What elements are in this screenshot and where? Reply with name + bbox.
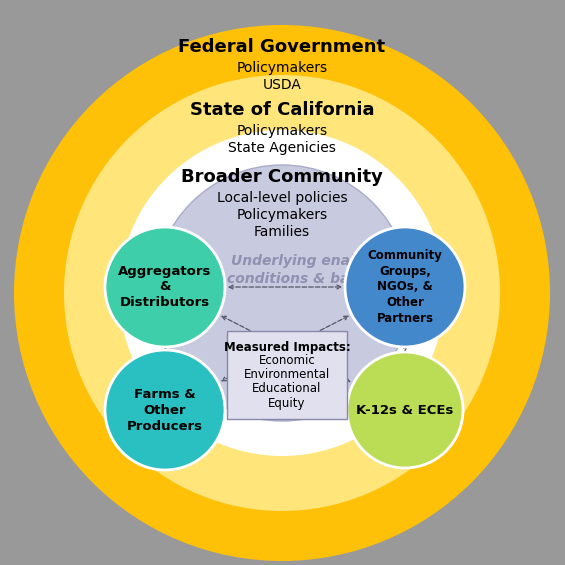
FancyArrowPatch shape [403,347,407,355]
FancyArrowPatch shape [222,316,350,381]
Text: Policymakers: Policymakers [236,61,328,75]
Text: Farms &
Other
Producers: Farms & Other Producers [127,388,203,432]
Text: Federal Government: Federal Government [179,38,385,56]
Text: USDA: USDA [263,78,302,92]
Circle shape [14,25,550,561]
FancyArrowPatch shape [229,408,343,412]
Text: Environmental: Environmental [244,368,330,381]
Circle shape [345,227,465,347]
Circle shape [347,352,463,468]
Circle shape [105,227,225,347]
FancyBboxPatch shape [227,331,347,419]
Text: Policymakers: Policymakers [236,124,328,138]
FancyArrowPatch shape [222,316,348,381]
Text: Underlying enabling
conditions & barriers: Underlying enabling conditions & barrier… [227,254,393,286]
Text: Policymakers: Policymakers [236,208,328,222]
Text: State Agenicies: State Agenicies [228,141,336,155]
FancyArrowPatch shape [163,345,167,355]
Text: Educational: Educational [253,383,321,396]
Text: Economic: Economic [259,354,315,367]
Circle shape [154,165,410,421]
Circle shape [105,350,225,470]
FancyArrowPatch shape [229,285,341,289]
Text: Families: Families [254,225,310,239]
Circle shape [64,75,500,511]
Text: Equity: Equity [268,397,306,410]
Text: Broader Community: Broader Community [181,168,383,186]
Text: K-12s & ECEs: K-12s & ECEs [357,403,454,416]
Text: Measured Impacts:: Measured Impacts: [224,341,350,354]
Text: State of California: State of California [190,101,374,119]
Text: Community
Groups,
NGOs, &
Other
Partners: Community Groups, NGOs, & Other Partners [368,249,442,325]
Text: Local-level policies: Local-level policies [217,191,347,205]
Text: Aggregators
&
Distributors: Aggregators & Distributors [118,264,212,310]
Circle shape [119,130,445,456]
